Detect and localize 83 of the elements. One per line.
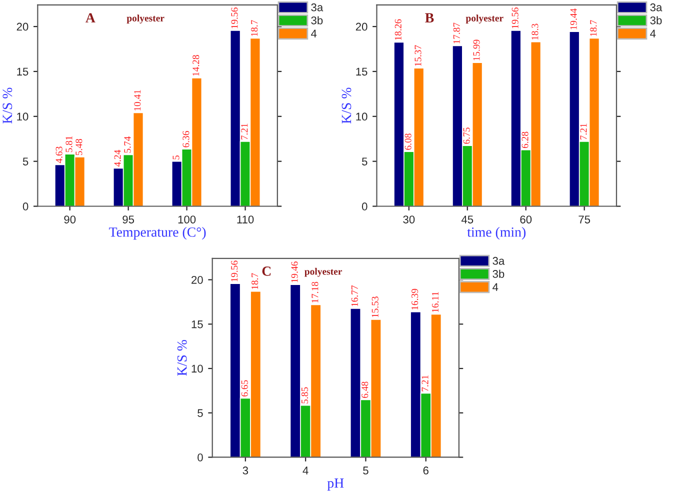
legend-label: 3a <box>650 3 662 12</box>
chart-title: A <box>86 13 96 22</box>
y-tick-label: 20 <box>356 22 368 31</box>
legend-label: 3a <box>311 3 324 12</box>
data-label: 6.28 <box>522 132 528 148</box>
legend-label: 3b <box>311 16 323 24</box>
x-axis-title: time (min) <box>467 227 526 240</box>
data-label: 18.7 <box>252 273 258 290</box>
data-label: 7.21 <box>241 124 248 140</box>
data-label: 14.28 <box>192 55 200 76</box>
y-tick-label: 5 <box>198 409 203 417</box>
data-label: 4.63 <box>56 146 62 164</box>
data-label: 16.39 <box>412 288 418 310</box>
y-tick-label: 10 <box>192 364 203 373</box>
data-label: 19.56 <box>231 260 238 282</box>
y-tick-label: 20 <box>192 276 203 284</box>
text: polyester <box>126 14 164 24</box>
data-label: 5.85 <box>301 387 308 404</box>
data-label: 7.21 <box>422 375 428 392</box>
data-label: 5.81 <box>66 136 72 152</box>
y-tick-label: 0 <box>362 202 368 210</box>
x-tick-label: 110 <box>237 216 254 224</box>
data-label: 15.53 <box>372 296 378 318</box>
y-tick-label: 10 <box>356 112 368 121</box>
x-tick-label: 30 <box>403 216 415 224</box>
data-label: 6.08 <box>404 134 412 150</box>
text: polyester <box>304 268 342 277</box>
chart-title: C <box>262 266 271 276</box>
x-tick-label: 75 <box>578 216 590 224</box>
data-label: 19.56 <box>512 8 518 28</box>
y-tick-label: 5 <box>362 158 368 166</box>
y-tick-label: 0 <box>22 202 28 210</box>
x-tick-label: 60 <box>520 216 532 224</box>
y-axis-title: K/S % <box>177 340 187 376</box>
x-tick-label: 95 <box>122 216 134 224</box>
data-label: 7.21 <box>580 124 587 140</box>
y-tick-label: 15 <box>17 68 28 76</box>
data-label: 5 <box>172 155 180 160</box>
data-label: 10.41 <box>134 90 141 110</box>
data-label: 18.7 <box>251 20 258 36</box>
legend-label: 3a <box>492 256 505 265</box>
data-label: 19.46 <box>291 262 298 282</box>
y-tick-label: 0 <box>198 454 203 462</box>
data-label: 15.99 <box>473 40 480 60</box>
data-label: 16.11 <box>432 292 439 312</box>
data-label: 6.48 <box>362 382 368 398</box>
data-label: 19.56 <box>231 8 238 28</box>
x-tick-label: 4 <box>302 466 308 474</box>
y-tick-label: 20 <box>16 22 28 31</box>
y-tick-label: 5 <box>22 158 28 166</box>
x-tick-label: 100 <box>178 216 196 224</box>
legend-label: 4 <box>311 30 317 38</box>
data-label: 6.36 <box>182 130 190 148</box>
data-label: 18.3 <box>532 24 538 40</box>
legend-label: 4 <box>650 30 656 38</box>
data-label: 5.48 <box>76 138 82 156</box>
data-label: 19.44 <box>570 8 577 30</box>
data-label: 15.37 <box>414 45 422 66</box>
y-axis-title: K/S % <box>2 88 12 124</box>
y-tick-label: 10 <box>17 112 28 121</box>
x-tick-label: 45 <box>461 216 474 224</box>
x-axis-title: Temperature (C°) <box>109 227 206 240</box>
y-tick-label: 15 <box>192 320 203 328</box>
y-tick-label: 15 <box>356 68 368 76</box>
data-label: 6.65 <box>241 380 248 396</box>
chart-title: B <box>425 13 434 22</box>
text: polyester <box>466 14 504 24</box>
data-label: 4.24 <box>114 150 121 167</box>
legend-label: 4 <box>492 283 498 291</box>
data-label: 18.26 <box>394 19 402 40</box>
x-axis-title: pH <box>327 478 344 491</box>
x-tick-label: 6 <box>423 466 428 474</box>
data-label: 17.87 <box>453 22 460 44</box>
data-label: 5.74 <box>124 136 131 153</box>
data-label: 16.77 <box>351 285 358 306</box>
y-axis-title: K/S % <box>342 88 352 124</box>
legend-label: 3b <box>650 16 662 24</box>
x-tick-label: 90 <box>64 216 76 224</box>
data-label: 17.18 <box>312 282 318 303</box>
legend-label: 3b <box>492 270 504 278</box>
data-label: 6.75 <box>463 128 470 144</box>
data-label: 18.7 <box>590 20 597 36</box>
x-tick-label: 3 <box>242 466 248 474</box>
